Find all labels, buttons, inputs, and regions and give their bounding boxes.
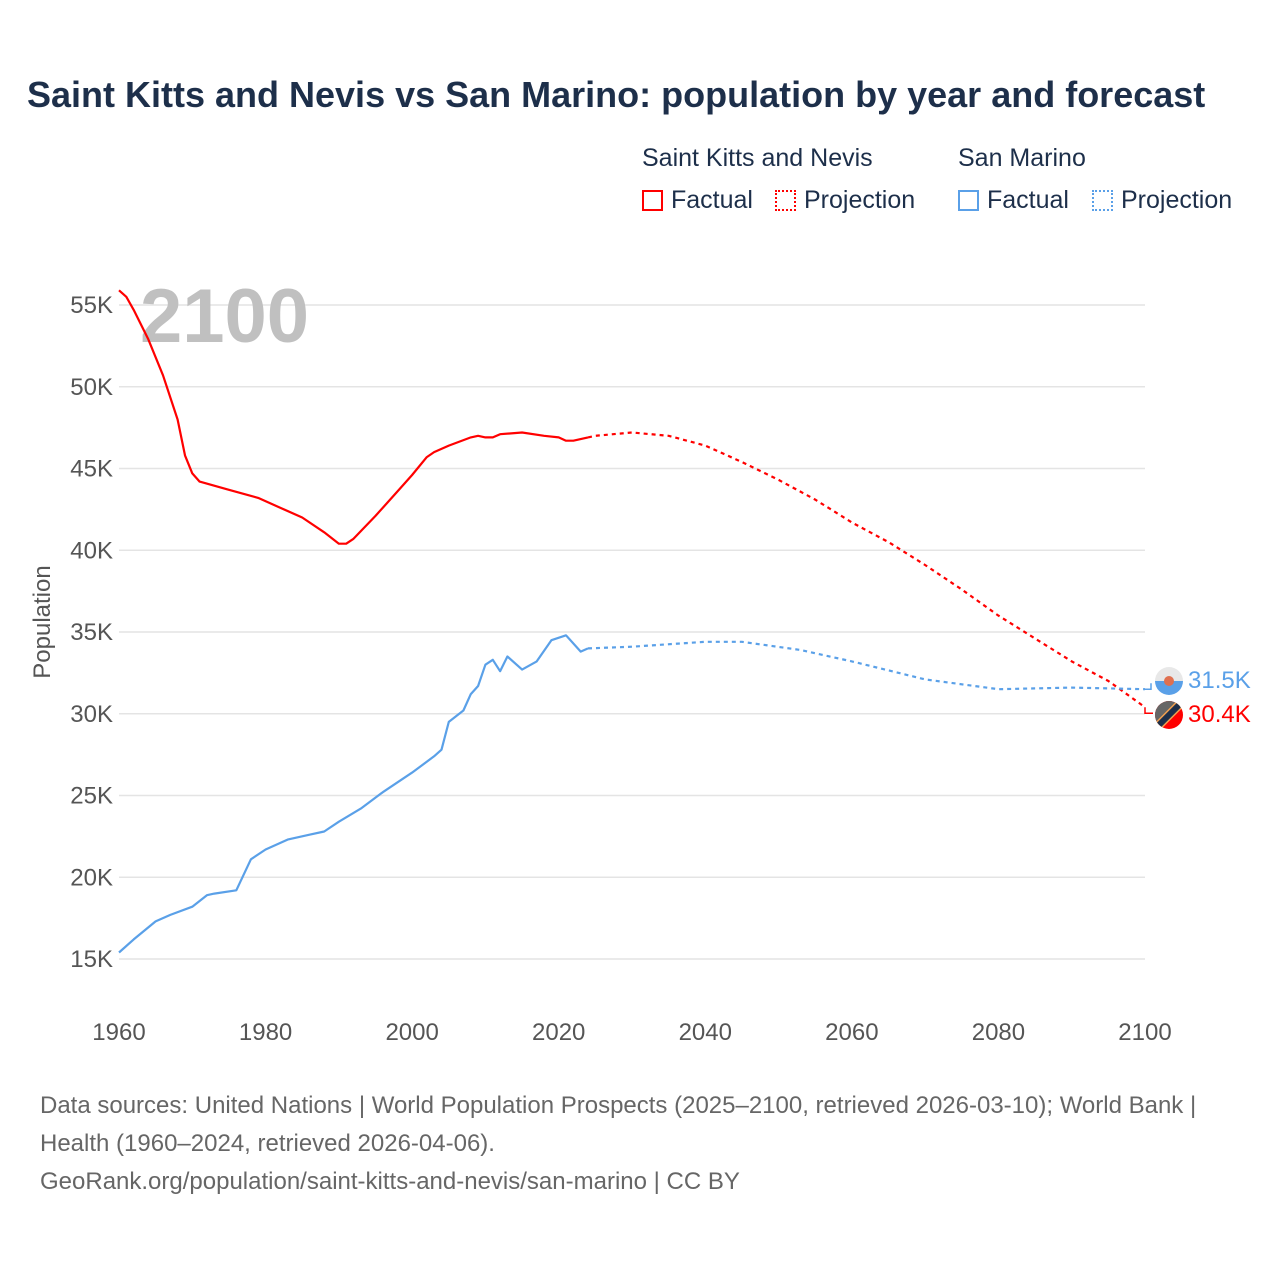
data-sources: Data sources: United Nations | World Pop… [40,1092,1197,1157]
y-tick-label: 25K [70,783,113,810]
legend-skn-projection[interactable]: Projection [775,186,915,215]
end-label-san-marino: 31.5K [1188,667,1251,694]
san-marino-flag-icon [1155,667,1183,695]
y-tick-label: 20K [70,864,113,891]
legend-swatch-solid [642,190,663,211]
x-tick-label: 2020 [532,1019,585,1046]
x-tick-label: 1980 [239,1019,292,1046]
connector-smr [1145,683,1152,690]
legend-skn-factual[interactable]: Factual [642,186,753,215]
saint-kitts-flag-icon [1155,701,1183,729]
connector-skn [1144,707,1153,714]
y-tick-label: 55K [70,292,113,319]
legend-label: Projection [1121,186,1233,214]
end-label-saint-kitts: 30.4K [1188,701,1251,728]
footer: Data sources: United Nations | World Pop… [40,1087,1240,1201]
y-tick-label: 45K [70,456,113,483]
legend-swatch-dotted [775,190,796,211]
legend-label: Projection [804,186,916,214]
y-tick-label: 15K [70,946,113,973]
y-axis-label: Population [29,565,56,678]
y-tick-label: 40K [70,537,113,564]
legend-label: Factual [987,186,1069,214]
x-tick-label: 2100 [1118,1019,1171,1046]
legend-group-smr: San Marino [958,144,1086,172]
plot-area: 15K 20K 25K 30K 35K 40K 45K 50K 55K 1960 1980 2000 2… [29,274,1251,1046]
x-tick-label: 2000 [385,1019,438,1046]
series-line-saint-kitts-and-nevis-factual [118,289,589,545]
year-watermark: 2100 [140,274,309,359]
legend-label: Factual [671,186,753,214]
x-tick-label: 2060 [825,1019,878,1046]
y-tick-label: 30K [70,701,113,728]
series-line-san-marino-projection [587,640,1146,691]
legend-swatch-solid [958,190,979,211]
x-tick-label: 2040 [679,1019,732,1046]
legend-smr-projection[interactable]: Projection [1092,186,1232,215]
legend-swatch-dotted [1092,190,1113,211]
y-tick-label: 35K [70,619,113,646]
chart-title: Saint Kitts and Nevis vs San Marino: pop… [27,74,1206,115]
x-tick-label: 1960 [92,1019,145,1046]
y-tick-label: 50K [70,374,113,401]
x-tick-label: 2080 [972,1019,1025,1046]
legend-smr-factual[interactable]: Factual [958,186,1069,215]
legend-group-skn: Saint Kitts and Nevis [642,144,873,172]
series-line-san-marino-factual [118,634,589,954]
source-link[interactable]: GeoRank.org/population/saint-kitts-and-n… [40,1168,740,1195]
